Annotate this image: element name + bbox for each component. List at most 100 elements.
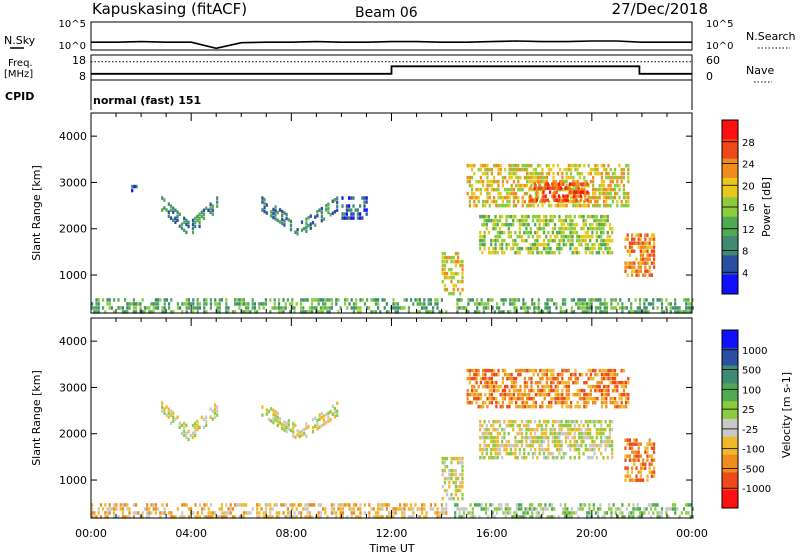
power-cell — [562, 230, 565, 235]
power-cell — [374, 310, 377, 314]
power-cell — [570, 175, 573, 180]
velocity-cell — [538, 435, 541, 440]
velocity-ytick-label: 3000 — [59, 381, 87, 394]
power-cell — [646, 269, 649, 273]
power-cell — [565, 203, 568, 208]
power-cell — [523, 199, 526, 204]
velocity-cell — [529, 427, 532, 432]
velocity-cell — [179, 515, 182, 519]
power-cell — [348, 216, 351, 220]
power-cell — [542, 198, 545, 202]
power-cell — [146, 306, 149, 310]
power-cell — [572, 298, 576, 302]
power-cell — [216, 306, 219, 310]
velocity-cell — [454, 468, 457, 473]
power-cell — [592, 298, 595, 302]
power-cell — [548, 306, 551, 310]
velocity-cell — [599, 507, 602, 511]
power-cell — [609, 167, 612, 172]
velocity-cell — [488, 384, 491, 389]
power-cell — [561, 302, 565, 306]
velocity-cell — [544, 507, 547, 511]
velocity-cell — [587, 400, 590, 405]
velocity-cell — [558, 435, 561, 440]
velocity-cell — [496, 427, 499, 432]
velocity-cell — [573, 419, 576, 424]
power-cell — [559, 203, 562, 208]
power-cell — [481, 222, 484, 227]
velocity-cell — [174, 417, 177, 421]
power-cell — [602, 218, 605, 223]
velocity-cell — [516, 423, 519, 428]
velocity-colorbar-swatch — [722, 454, 738, 473]
power-cell — [471, 191, 474, 196]
velocity-cell — [478, 515, 481, 519]
power-cell — [566, 194, 569, 198]
power-cell — [639, 233, 642, 237]
velocity-cell — [520, 435, 524, 440]
velocity-cell — [671, 507, 675, 511]
power-cell — [392, 298, 395, 302]
velocity-cell — [580, 419, 583, 424]
velocity-cell — [595, 443, 598, 448]
velocity-cell — [597, 515, 600, 519]
power-cell — [609, 179, 612, 184]
power-cell — [209, 210, 212, 214]
power-cell — [524, 310, 527, 314]
power-cell — [209, 202, 212, 206]
velocity-cell — [91, 515, 94, 519]
velocity-cell — [468, 376, 471, 381]
power-cell — [289, 227, 293, 232]
power-cell — [549, 234, 552, 239]
power-cell — [639, 257, 642, 261]
velocity-cell — [554, 384, 557, 389]
velocity-cell — [207, 515, 210, 519]
power-cell — [165, 208, 168, 212]
velocity-cell — [471, 376, 474, 381]
velocity-cell — [216, 405, 219, 409]
power-cell — [545, 242, 548, 247]
power-cell — [572, 175, 575, 180]
power-cell — [496, 218, 499, 223]
velocity-cell — [209, 407, 212, 411]
velocity-cell — [506, 404, 509, 409]
power-cell — [314, 215, 317, 219]
velocity-cell — [569, 443, 572, 448]
velocity-cell — [540, 447, 543, 452]
velocity-cell — [653, 446, 656, 450]
velocity-cell — [523, 451, 526, 456]
power-cell — [501, 230, 504, 235]
velocity-cell — [570, 376, 573, 381]
velocity-cell — [450, 468, 453, 473]
power-cell — [508, 175, 511, 180]
velocity-cell — [316, 422, 319, 427]
power-cell — [322, 306, 325, 310]
power-cell — [379, 310, 382, 314]
velocity-cell — [519, 392, 522, 397]
power-cell — [611, 230, 614, 235]
velocity-cell — [506, 507, 510, 511]
velocity-cell — [530, 376, 533, 381]
velocity-cell — [608, 443, 612, 448]
power-cell — [533, 310, 536, 314]
power-cell — [525, 246, 528, 251]
power-cell — [565, 167, 568, 172]
power-cell — [441, 271, 444, 276]
velocity-cell — [540, 443, 543, 448]
velocity-cell — [170, 511, 173, 515]
power-cell — [328, 298, 331, 302]
power-cell — [294, 230, 297, 235]
velocity-cell — [645, 507, 648, 511]
velocity-cell — [167, 407, 170, 411]
power-cell — [203, 302, 206, 306]
power-cell — [644, 249, 647, 253]
power-cell — [607, 191, 610, 196]
power-cell — [555, 198, 558, 202]
velocity-cell — [531, 511, 534, 515]
power-cell — [459, 263, 462, 268]
velocity-cell — [209, 503, 212, 507]
power-cell — [501, 203, 504, 208]
velocity-cell — [473, 376, 476, 381]
velocity-cell — [527, 451, 530, 456]
